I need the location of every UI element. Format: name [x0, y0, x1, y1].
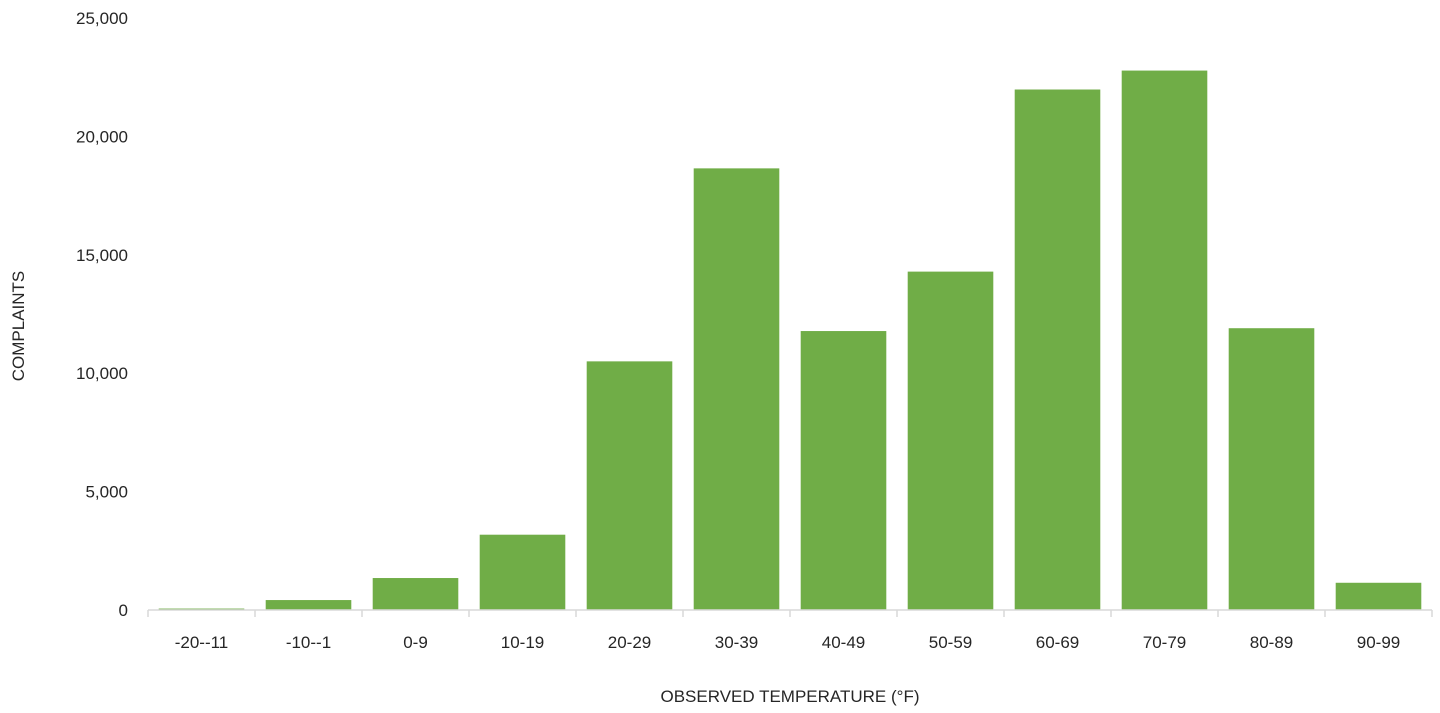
x-axis-title: OBSERVED TEMPERATURE (°F)	[660, 687, 919, 706]
bars	[158, 70, 1422, 611]
x-tick-label: 10-19	[501, 633, 544, 652]
bar	[1335, 582, 1422, 610]
bar	[479, 534, 566, 610]
bar	[1014, 89, 1101, 610]
x-tick-label: -20--11	[175, 633, 229, 652]
y-tick-label: 0	[119, 601, 128, 620]
bar	[1228, 328, 1315, 610]
x-axis-ticks: -20--11 -10--1 0-9 10-19 20-29 30-39 40-49 50-5…	[147, 610, 1433, 652]
x-tick-label: 50-59	[929, 633, 972, 652]
x-tick-label: 0-9	[403, 633, 428, 652]
y-axis-title: COMPLAINTS	[9, 271, 28, 382]
x-tick-label: 70-79	[1143, 633, 1186, 652]
y-tick-label: 20,000	[76, 127, 128, 146]
y-axis-ticks: 0 5,000 10,000 15,000 20,000 25,000	[76, 9, 128, 620]
x-tick-label: 30-39	[715, 633, 758, 652]
y-tick-label: 15,000	[76, 246, 128, 265]
bar	[372, 578, 459, 610]
y-tick-label: 5,000	[85, 483, 128, 502]
bar	[800, 331, 887, 610]
x-tick-label: 60-69	[1036, 633, 1079, 652]
bar	[265, 600, 352, 610]
y-tick-label: 25,000	[76, 9, 128, 28]
x-tick-label: 90-99	[1357, 633, 1400, 652]
x-tick-label: 80-89	[1250, 633, 1293, 652]
bar	[693, 168, 780, 611]
x-tick-label: -10--1	[286, 633, 331, 652]
bar	[1121, 70, 1208, 611]
bar	[586, 361, 673, 610]
bar	[907, 271, 994, 610]
x-tick-label: 40-49	[822, 633, 865, 652]
y-tick-label: 10,000	[76, 364, 128, 383]
x-tick-label: 20-29	[608, 633, 651, 652]
